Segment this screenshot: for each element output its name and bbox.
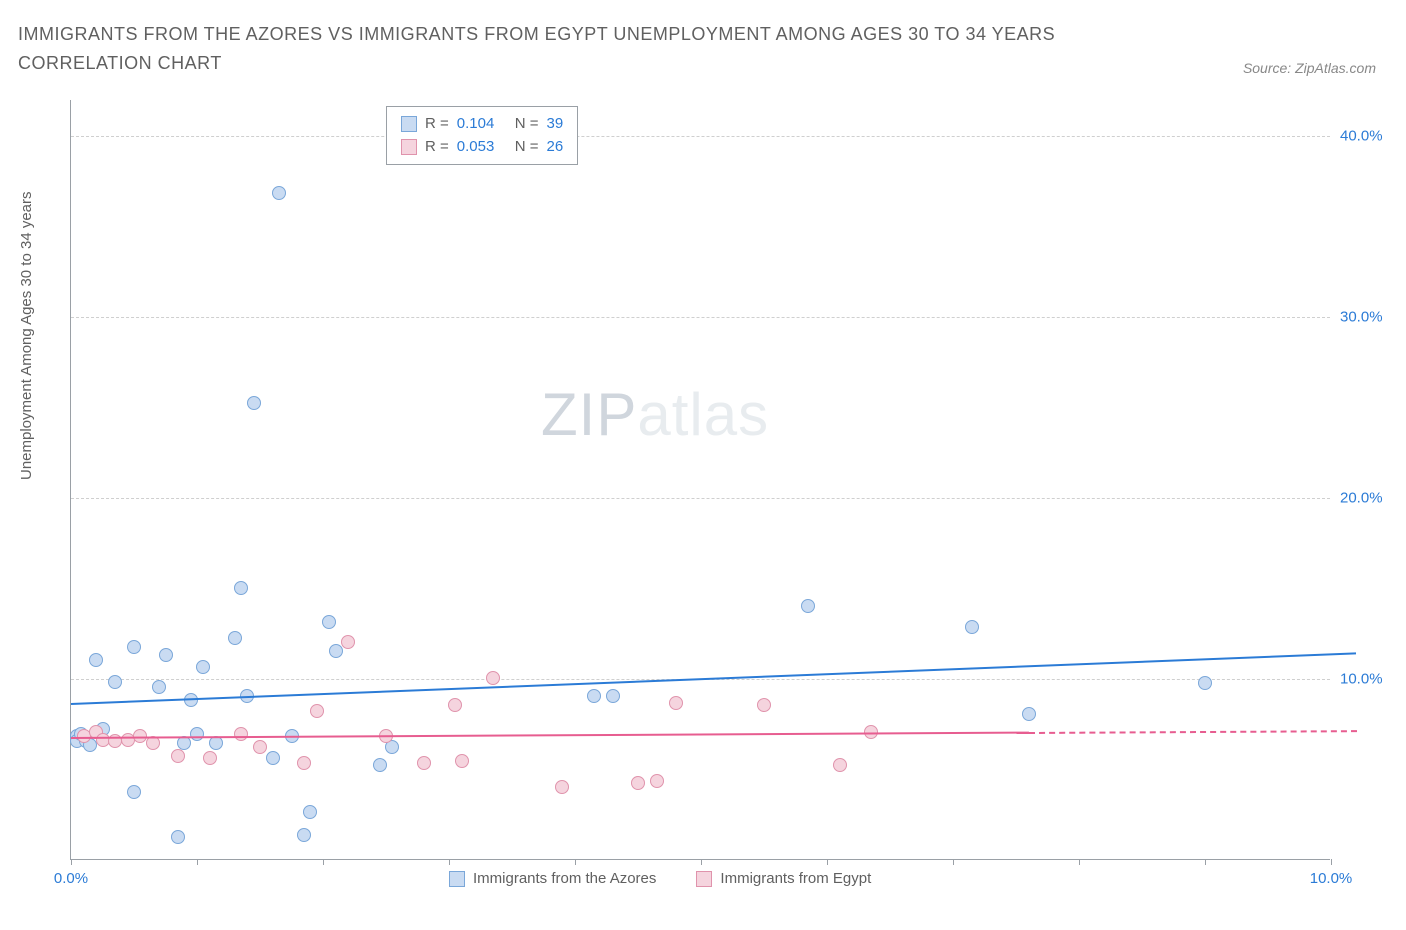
swatch-azores bbox=[401, 116, 417, 132]
x-tick bbox=[449, 859, 450, 865]
data-point-azores bbox=[329, 644, 343, 658]
data-point-azores bbox=[297, 828, 311, 842]
data-point-egypt bbox=[486, 671, 500, 685]
gridline-h bbox=[71, 317, 1330, 318]
data-point-azores bbox=[303, 805, 317, 819]
stat-n-value: 26 bbox=[547, 136, 564, 159]
data-point-egypt bbox=[341, 635, 355, 649]
y-tick-label: 40.0% bbox=[1340, 128, 1400, 145]
x-tick-label: 10.0% bbox=[1310, 870, 1353, 887]
stat-r-label: R = bbox=[425, 113, 449, 136]
data-point-azores bbox=[209, 736, 223, 750]
source-credit: Source: ZipAtlas.com bbox=[1243, 60, 1376, 76]
data-point-azores bbox=[1198, 676, 1212, 690]
data-point-egypt bbox=[417, 756, 431, 770]
data-point-azores bbox=[234, 581, 248, 595]
watermark-left: ZIP bbox=[541, 381, 637, 448]
data-point-egypt bbox=[171, 749, 185, 763]
x-tick-label: 0.0% bbox=[54, 870, 88, 887]
data-point-egypt bbox=[631, 776, 645, 790]
gridline-h bbox=[71, 498, 1330, 499]
data-point-azores bbox=[196, 660, 210, 674]
stats-legend: R = 0.104 N = 39 R = 0.053 N = 26 bbox=[386, 106, 578, 165]
data-point-azores bbox=[322, 615, 336, 629]
data-point-azores bbox=[152, 680, 166, 694]
swatch-azores bbox=[449, 871, 465, 887]
chart-title: IMMIGRANTS FROM THE AZORES VS IMMIGRANTS… bbox=[18, 20, 1148, 78]
data-point-egypt bbox=[253, 740, 267, 754]
data-point-egypt bbox=[555, 780, 569, 794]
data-point-azores bbox=[127, 785, 141, 799]
data-point-egypt bbox=[297, 756, 311, 770]
data-point-azores bbox=[190, 727, 204, 741]
x-tick bbox=[1331, 859, 1332, 865]
watermark: ZIPatlas bbox=[541, 380, 769, 449]
gridline-h bbox=[71, 136, 1330, 137]
stat-r-label: R = bbox=[425, 136, 449, 159]
x-tick bbox=[953, 859, 954, 865]
data-point-azores bbox=[108, 675, 122, 689]
legend-item-azores: Immigrants from the Azores bbox=[449, 870, 656, 887]
y-tick-label: 10.0% bbox=[1340, 671, 1400, 688]
y-axis-label: Unemployment Among Ages 30 to 34 years bbox=[18, 191, 35, 480]
data-point-azores bbox=[965, 620, 979, 634]
data-point-azores bbox=[373, 758, 387, 772]
data-point-azores bbox=[89, 653, 103, 667]
stats-row-egypt: R = 0.053 N = 26 bbox=[401, 136, 563, 159]
stats-row-azores: R = 0.104 N = 39 bbox=[401, 113, 563, 136]
trend-line-egypt bbox=[71, 732, 1029, 739]
x-tick bbox=[323, 859, 324, 865]
trend-line-egypt bbox=[1029, 730, 1357, 734]
stat-n-label: N = bbox=[515, 136, 539, 159]
data-point-azores bbox=[266, 751, 280, 765]
stat-r-value: 0.053 bbox=[457, 136, 507, 159]
data-point-azores bbox=[587, 689, 601, 703]
data-point-egypt bbox=[650, 774, 664, 788]
legend-label: Immigrants from Egypt bbox=[720, 870, 871, 887]
data-point-egypt bbox=[234, 727, 248, 741]
x-tick bbox=[1205, 859, 1206, 865]
data-point-egypt bbox=[669, 696, 683, 710]
y-tick-label: 20.0% bbox=[1340, 490, 1400, 507]
data-point-azores bbox=[247, 396, 261, 410]
x-tick bbox=[575, 859, 576, 865]
data-point-egypt bbox=[448, 698, 462, 712]
legend-item-egypt: Immigrants from Egypt bbox=[696, 870, 871, 887]
data-point-egypt bbox=[310, 704, 324, 718]
data-point-egypt bbox=[455, 754, 469, 768]
plot-region: ZIPatlas 10.0%20.0%30.0%40.0%0.0%10.0%R … bbox=[70, 100, 1330, 860]
data-point-azores bbox=[159, 648, 173, 662]
swatch-egypt bbox=[696, 871, 712, 887]
x-tick bbox=[701, 859, 702, 865]
data-point-egypt bbox=[757, 698, 771, 712]
data-point-azores bbox=[272, 186, 286, 200]
y-tick-label: 30.0% bbox=[1340, 309, 1400, 326]
data-point-azores bbox=[228, 631, 242, 645]
data-point-azores bbox=[127, 640, 141, 654]
swatch-egypt bbox=[401, 139, 417, 155]
series-legend: Immigrants from the Azores Immigrants fro… bbox=[449, 870, 871, 887]
data-point-egypt bbox=[203, 751, 217, 765]
data-point-azores bbox=[801, 599, 815, 613]
data-point-egypt bbox=[833, 758, 847, 772]
stat-n-value: 39 bbox=[547, 113, 564, 136]
stat-n-label: N = bbox=[515, 113, 539, 136]
x-tick bbox=[197, 859, 198, 865]
data-point-azores bbox=[171, 830, 185, 844]
watermark-right: atlas bbox=[637, 381, 769, 448]
data-point-azores bbox=[606, 689, 620, 703]
x-tick bbox=[1079, 859, 1080, 865]
stat-r-value: 0.104 bbox=[457, 113, 507, 136]
data-point-azores bbox=[1022, 707, 1036, 721]
x-tick bbox=[71, 859, 72, 865]
chart-area: ZIPatlas 10.0%20.0%30.0%40.0%0.0%10.0%R … bbox=[60, 100, 1330, 860]
x-tick bbox=[827, 859, 828, 865]
legend-label: Immigrants from the Azores bbox=[473, 870, 656, 887]
